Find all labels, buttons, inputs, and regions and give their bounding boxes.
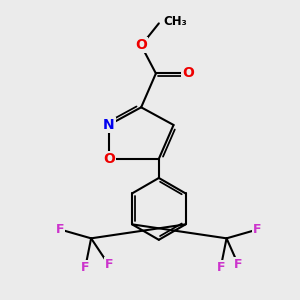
- Text: F: F: [56, 223, 64, 236]
- Text: F: F: [104, 258, 113, 271]
- Text: CH₃: CH₃: [163, 15, 187, 28]
- Text: O: O: [103, 152, 115, 166]
- Text: F: F: [216, 261, 225, 274]
- Text: F: F: [253, 223, 262, 236]
- Text: F: F: [81, 261, 89, 274]
- Text: F: F: [234, 258, 243, 271]
- Text: N: N: [103, 118, 115, 132]
- Text: O: O: [182, 66, 194, 80]
- Text: O: O: [135, 38, 147, 52]
